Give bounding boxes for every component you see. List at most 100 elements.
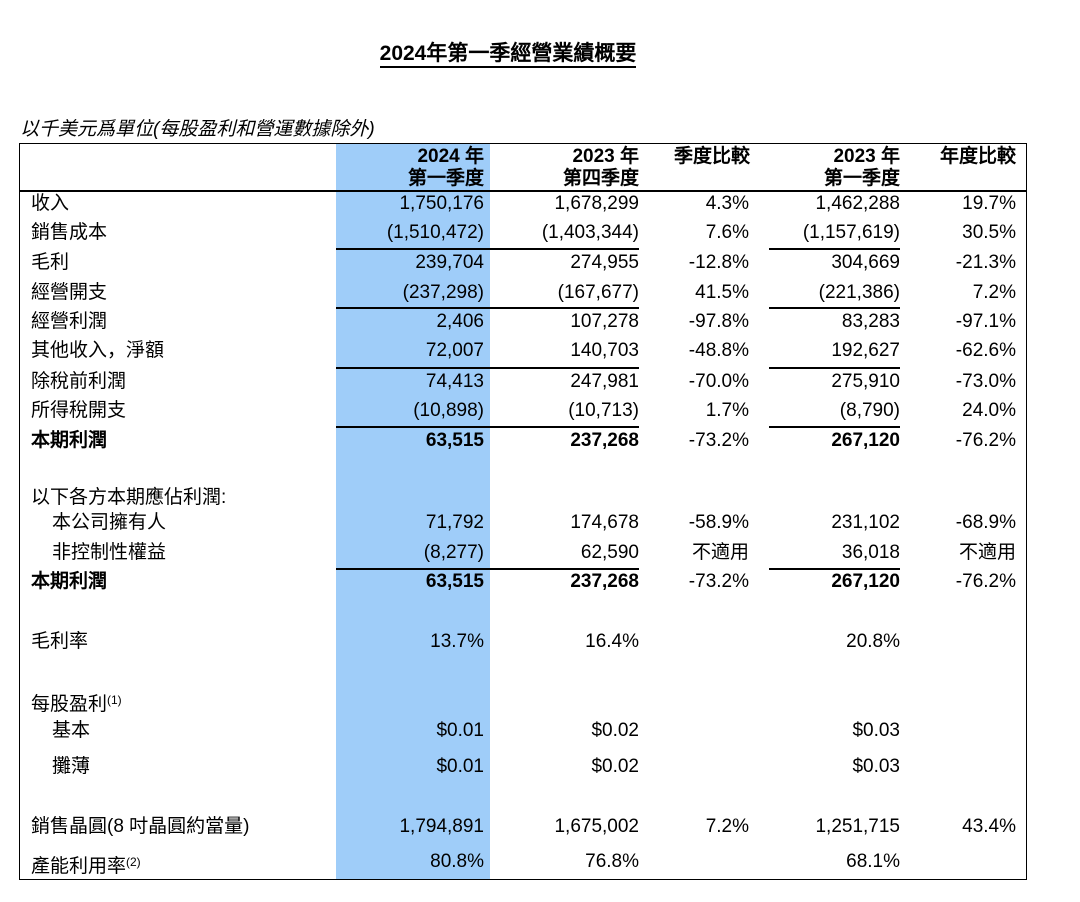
table-row: 攤薄 $0.01 $0.02 $0.03 <box>0 753 1080 781</box>
table-row: 產能利用率(2) 80.8% 76.8% 68.1% <box>0 848 1080 877</box>
cell: 63,515 <box>425 571 484 592</box>
table-row: 收入 1,750,176 1,678,299 4.3% 1,462,288 19… <box>0 190 1080 218</box>
table-row: 每股盈利(1) <box>0 686 1080 715</box>
results-table <box>19 143 1027 880</box>
cell: 62,590 <box>580 542 639 563</box>
divider <box>336 426 490 428</box>
cell: 274,955 <box>570 252 639 273</box>
divider <box>490 367 639 369</box>
cell: $0.02 <box>591 720 639 741</box>
cell: (167,677) <box>557 282 639 303</box>
divider <box>336 367 490 369</box>
divider <box>769 426 900 428</box>
cell: -97.1% <box>955 311 1016 332</box>
cell: 19.7% <box>962 193 1016 214</box>
cell: $0.03 <box>852 756 900 777</box>
cell: 231,102 <box>831 512 900 533</box>
cell: 2,406 <box>436 311 484 332</box>
col-header-2023q1: 2023 年第一季度 <box>769 146 900 191</box>
cell: 71,792 <box>425 512 484 533</box>
table-row: 經營開支 (237,298) (167,677) 41.5% (221,386)… <box>0 279 1080 307</box>
cell: 76.8% <box>585 851 639 872</box>
cell: 1,794,891 <box>399 816 484 837</box>
cell: 16.4% <box>585 631 639 652</box>
row-label: 收入 <box>31 193 70 214</box>
col-header-yoy: 年度比較 <box>939 146 1016 167</box>
table-row: 經營利潤 2,406 107,278 -97.8% 83,283 -97.1% <box>0 308 1080 336</box>
table-row: 銷售晶圓(8 吋晶圓約當量) 1,794,891 1,675,002 7.2% … <box>0 813 1080 841</box>
cell: 41.5% <box>695 282 749 303</box>
row-label: 經營利潤 <box>31 311 108 332</box>
cell: 192,627 <box>831 340 900 361</box>
cell: -58.9% <box>688 512 749 533</box>
divider <box>336 307 490 309</box>
cell: 24.0% <box>962 400 1016 421</box>
divider <box>20 190 1026 192</box>
cell: 1,462,288 <box>815 193 900 214</box>
cell: 63,515 <box>425 430 484 451</box>
cell: 267,120 <box>831 571 900 592</box>
cell: (237,298) <box>402 282 484 303</box>
divider <box>490 568 639 570</box>
row-label: 經營開支 <box>31 282 108 303</box>
row-label: 其他收入，淨額 <box>31 340 165 361</box>
cell: 239,704 <box>415 252 484 273</box>
current-quarter-highlight <box>336 144 490 879</box>
row-label: 本公司擁有人 <box>52 512 167 533</box>
cell: 68.1% <box>846 851 900 872</box>
cell: (1,403,344) <box>541 222 639 243</box>
cell: 83,283 <box>841 311 900 332</box>
cell: 20.8% <box>846 631 900 652</box>
cell: -73.2% <box>688 430 749 451</box>
page-title: 2024年第一季經營業績概要 <box>0 37 1016 68</box>
cell: 174,678 <box>570 512 639 533</box>
row-label: 以下各方本期應佔利潤: <box>31 487 227 508</box>
cell: 107,278 <box>570 311 639 332</box>
cell: -21.3% <box>955 252 1016 273</box>
cell: 237,268 <box>570 571 639 592</box>
cell: (1,510,472) <box>386 222 484 243</box>
col-header-2023q4: 2023 年第四季度 <box>490 146 639 191</box>
cell: -70.0% <box>688 371 749 392</box>
footnote-ref: (1) <box>107 693 122 707</box>
cell: 304,669 <box>831 252 900 273</box>
cell: $0.01 <box>436 756 484 777</box>
divider <box>490 307 639 309</box>
cell: 140,703 <box>570 340 639 361</box>
divider <box>490 248 639 250</box>
table-row-total: 本期利潤 63,515 237,268 -73.2% 267,120 -76.2… <box>0 427 1080 455</box>
divider <box>769 248 900 250</box>
table-row: 毛利 239,704 274,955 -12.8% 304,669 -21.3% <box>0 249 1080 277</box>
table-row-total: 本期利潤 63,515 237,268 -73.2% 267,120 -76.2… <box>0 568 1080 596</box>
cell: 13.7% <box>430 631 484 652</box>
cell: 不適用 <box>958 542 1016 563</box>
cell: 4.3% <box>705 193 749 214</box>
divider <box>490 426 639 428</box>
cell: (8,277) <box>423 542 484 563</box>
cell: -76.2% <box>955 430 1016 451</box>
divider <box>769 367 900 369</box>
cell: 275,910 <box>831 371 900 392</box>
table-row: 基本 $0.01 $0.02 $0.03 <box>0 717 1080 745</box>
row-label: 每股盈利(1) <box>31 693 122 715</box>
table-row: 毛利率 13.7% 16.4% 20.8% <box>0 628 1080 656</box>
row-label: 所得稅開支 <box>31 400 127 421</box>
cell: 36,018 <box>841 542 900 563</box>
cell: (10,898) <box>413 400 484 421</box>
cell: (10,713) <box>568 400 639 421</box>
cell: 7.2% <box>972 282 1016 303</box>
row-label: 非控制性權益 <box>52 542 167 563</box>
cell: 74,413 <box>425 371 484 392</box>
row-label: 本期利潤 <box>31 430 108 451</box>
cell: 1,251,715 <box>815 816 900 837</box>
cell: 237,268 <box>570 430 639 451</box>
table-row: 以下各方本期應佔利潤: <box>0 484 1080 512</box>
row-label: 攤薄 <box>52 756 91 777</box>
row-label: 本期利潤 <box>31 571 108 592</box>
cell: 1,678,299 <box>554 193 639 214</box>
row-label: 毛利率 <box>31 631 89 652</box>
table-row: 所得稅開支 (10,898) (10,713) 1.7% (8,790) 24.… <box>0 397 1080 425</box>
table-row: 本公司擁有人 71,792 174,678 -58.9% 231,102 -68… <box>0 509 1080 537</box>
cell: $0.03 <box>852 720 900 741</box>
cell: 80.8% <box>430 851 484 872</box>
